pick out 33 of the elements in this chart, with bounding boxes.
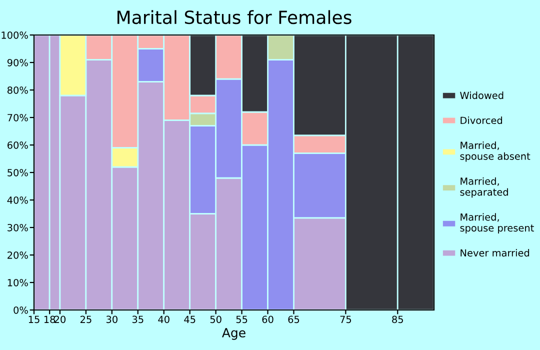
legend-label: Divorced: [460, 116, 502, 124]
y-tick-label: 70%: [8, 114, 28, 122]
x-tick-label: 45: [184, 316, 196, 324]
legend-label: Never married: [460, 249, 530, 257]
y-tick-label: 30%: [8, 224, 28, 232]
x-tick-label: 50: [210, 316, 222, 324]
x-tick-label: 35: [132, 316, 144, 324]
x-axis-title: Age: [222, 328, 246, 340]
y-tick-label: 50%: [8, 168, 28, 176]
x-tick-label: 18: [44, 316, 56, 324]
x-tick-label: 25: [80, 316, 92, 324]
x-tick-label: 55: [236, 316, 248, 324]
y-tick-label: 10%: [8, 278, 28, 286]
y-tick-label: 40%: [7, 196, 28, 204]
y-tick-label: 60%: [8, 141, 28, 149]
y-tick-label: 0%: [14, 306, 28, 314]
x-tick-label: 30: [106, 316, 118, 324]
x-tick-label: 20: [54, 316, 66, 324]
y-tick-label: 80%: [7, 86, 28, 94]
legend-label: Widowed: [460, 92, 504, 100]
x-tick-label: 60: [262, 316, 274, 324]
legend-label: Married, spouse present: [460, 213, 534, 234]
y-tick-label: 20%: [8, 251, 28, 259]
x-tick-label: 40: [158, 316, 170, 324]
x-tick-label: 85: [392, 316, 403, 324]
legend-label: Married, spouse absent: [460, 141, 530, 162]
chart-title: Marital Status for Females: [118, 10, 352, 24]
x-tick-label: 65: [288, 316, 300, 324]
x-tick-label: 75: [340, 316, 352, 324]
x-tick-label: 15: [28, 316, 40, 324]
y-tick-label: 100%: [2, 31, 28, 39]
y-tick-label: 90%: [7, 58, 28, 66]
legend-label: Married, separated: [460, 177, 508, 198]
